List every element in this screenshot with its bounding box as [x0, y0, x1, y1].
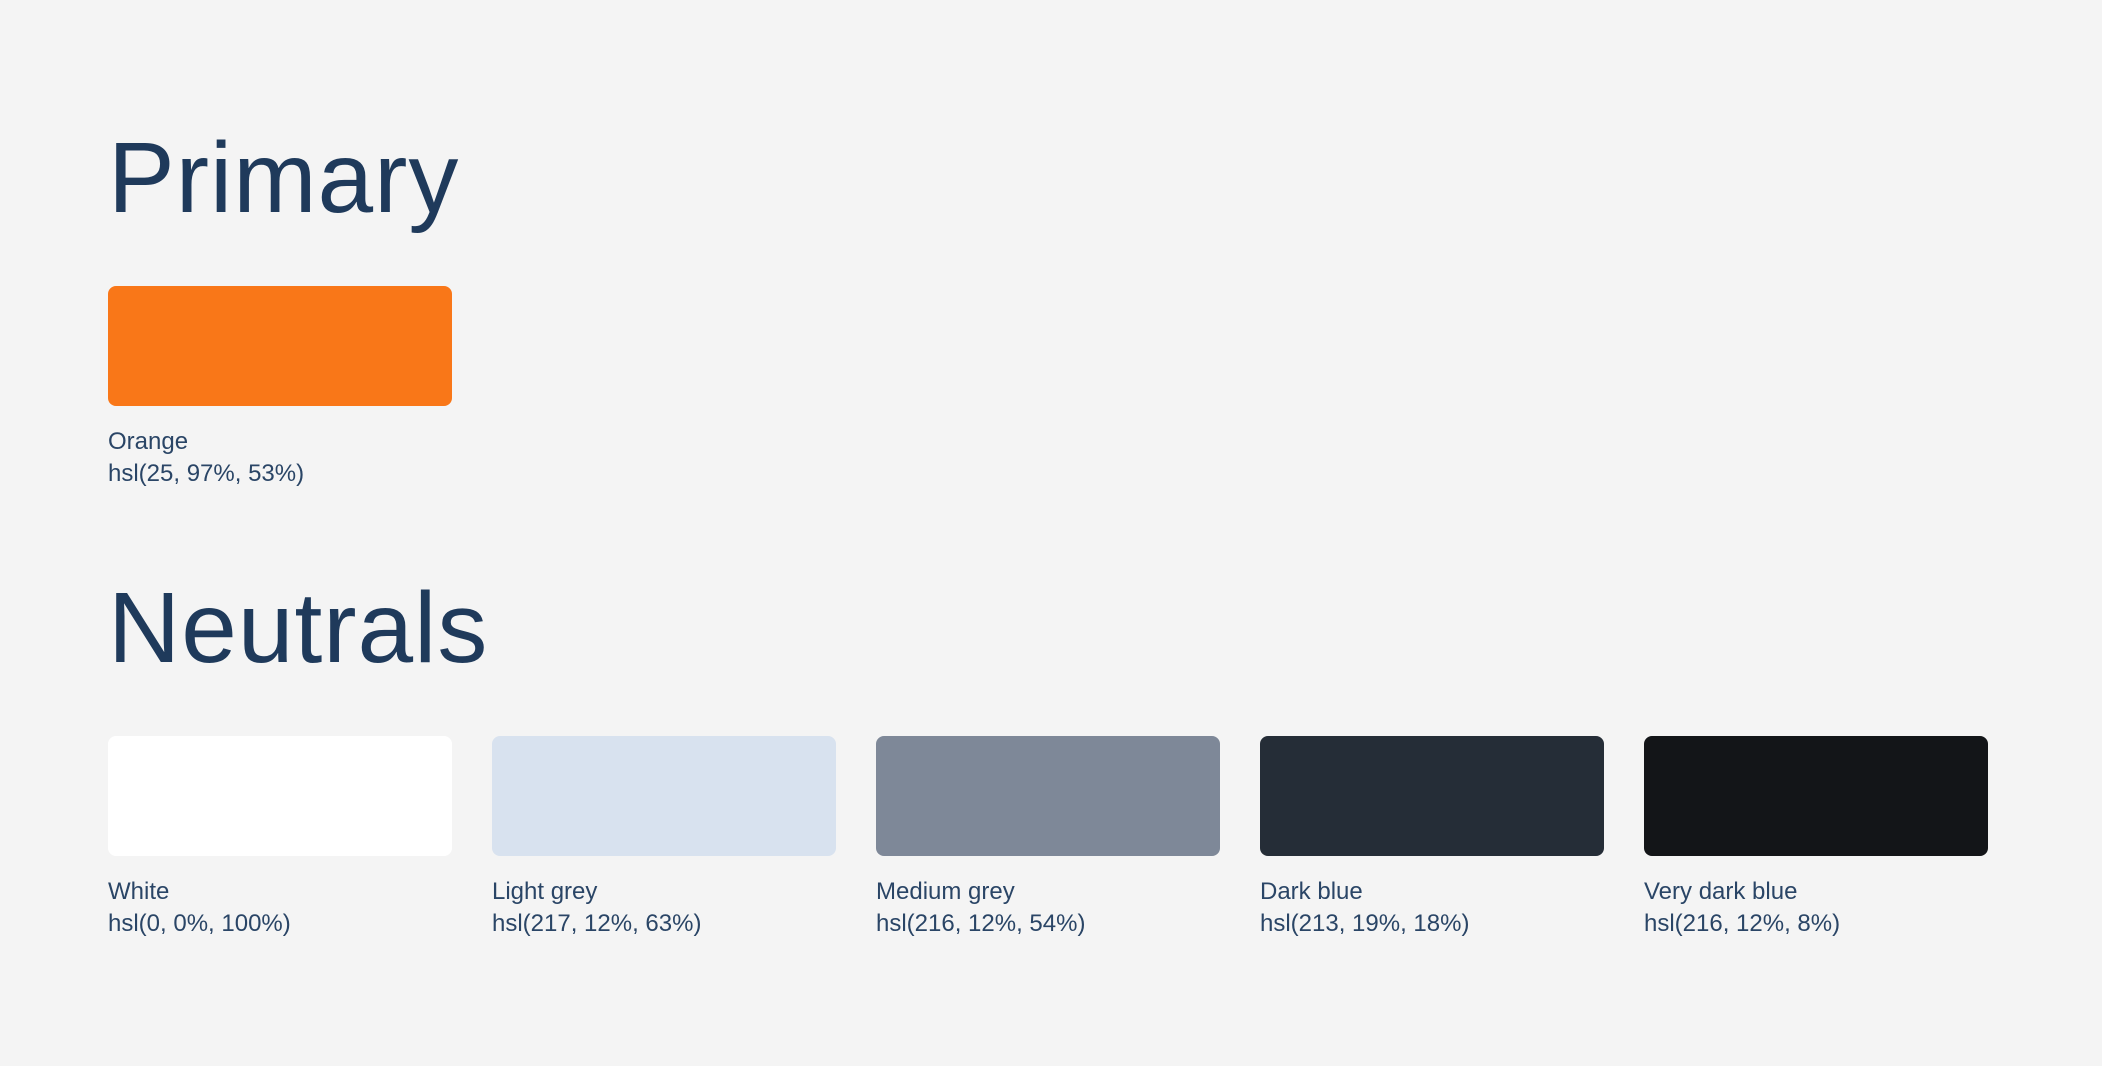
neutrals-swatch-row: White hsl(0, 0%, 100%) Light grey hsl(21…: [108, 736, 1988, 940]
swatch-light-grey: [492, 736, 836, 856]
swatch-name: White: [108, 878, 170, 905]
swatch-white: [108, 736, 452, 856]
swatch-orange: [108, 286, 452, 406]
swatch-very-dark-blue: [1644, 736, 1988, 856]
primary-swatch-row: Orange hsl(25, 97%, 53%): [108, 286, 459, 490]
swatch-name: Medium grey: [876, 878, 1015, 905]
swatch-name: Dark blue: [1260, 878, 1363, 905]
swatch-value: hsl(213, 19%, 18%): [1260, 910, 1470, 937]
swatch-name: Very dark blue: [1644, 878, 1798, 905]
neutrals-title: Neutrals: [108, 572, 489, 684]
swatch-name: Orange: [108, 428, 189, 455]
primary-section: Primary Orange hsl(25, 97%, 53%): [108, 120, 459, 490]
swatch-value: hsl(0, 0%, 100%): [108, 910, 291, 937]
swatch-card-orange: Orange hsl(25, 97%, 53%): [108, 286, 452, 490]
swatch-value: hsl(217, 12%, 63%): [492, 910, 702, 937]
primary-title: Primary: [108, 122, 460, 234]
neutrals-section: Neutrals White hsl(0, 0%, 100%) Light gr…: [108, 570, 1988, 940]
swatch-card-dark-blue: Dark blue hsl(213, 19%, 18%): [1260, 736, 1604, 940]
swatch-value: hsl(25, 97%, 53%): [108, 460, 305, 487]
swatch-card-very-dark-blue: Very dark blue hsl(216, 12%, 8%): [1644, 736, 1988, 940]
swatch-dark-blue: [1260, 736, 1604, 856]
swatch-value: hsl(216, 12%, 54%): [876, 910, 1086, 937]
swatch-card-white: White hsl(0, 0%, 100%): [108, 736, 452, 940]
swatch-medium-grey: [876, 736, 1220, 856]
swatch-card-medium-grey: Medium grey hsl(216, 12%, 54%): [876, 736, 1220, 940]
swatch-card-light-grey: Light grey hsl(217, 12%, 63%): [492, 736, 836, 940]
swatch-value: hsl(216, 12%, 8%): [1644, 910, 1841, 937]
swatch-name: Light grey: [492, 878, 598, 905]
